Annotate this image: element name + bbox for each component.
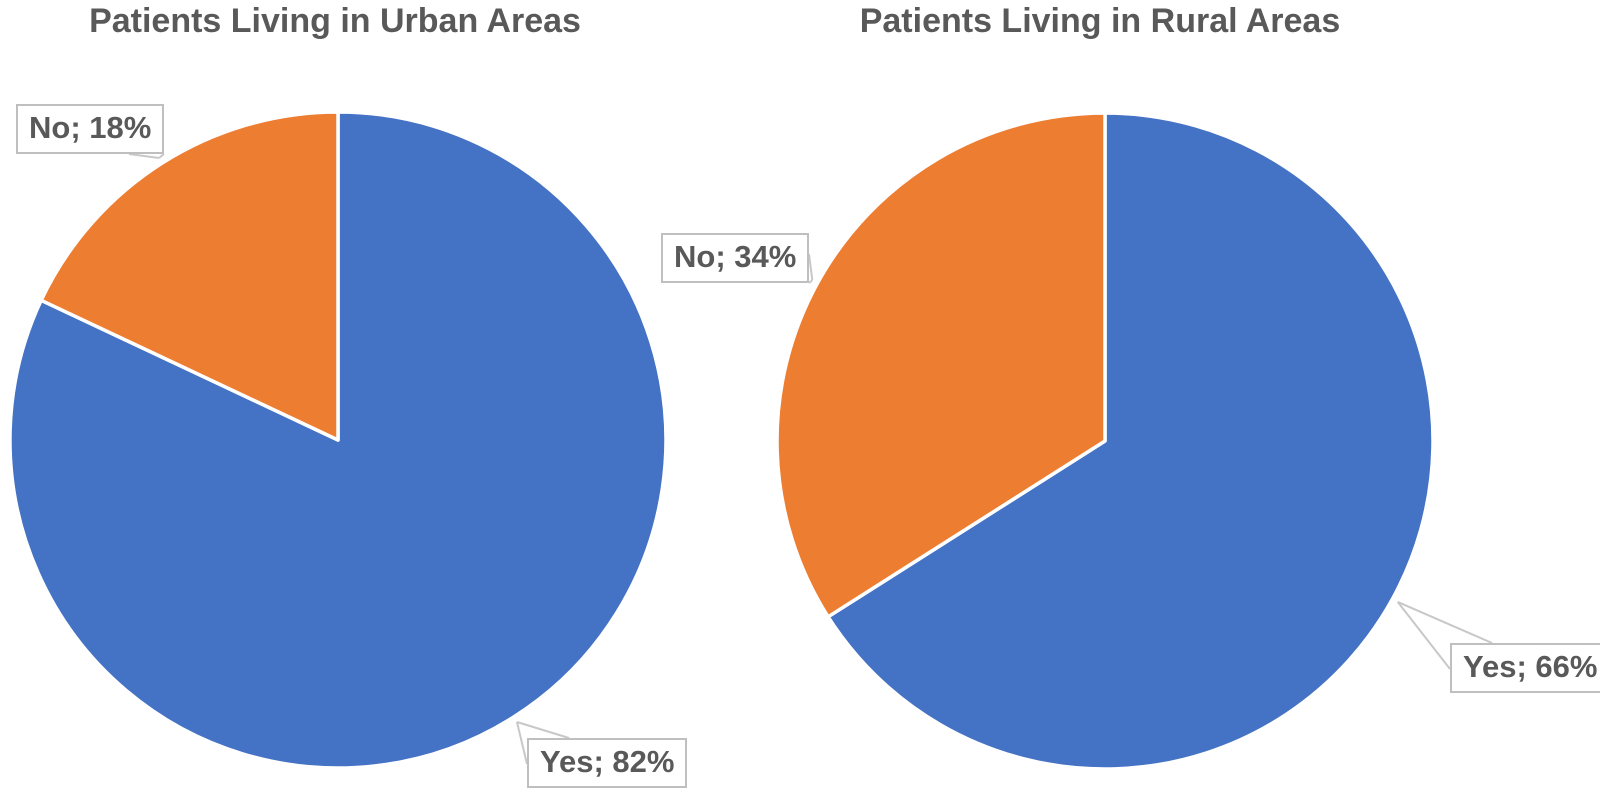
callout-leader-line (808, 279, 813, 284)
urban-no-data-label: No; 18% (16, 104, 165, 154)
rural-no-data-label: No; 34% (661, 233, 810, 283)
callout-leader-line (516, 721, 570, 739)
rural-chart-title: Patients Living in Rural Areas (859, 2, 1341, 40)
rural-pie-slice-no (775, 111, 1107, 619)
callout-leader-line (1396, 601, 1451, 670)
callout-leader-line (515, 721, 528, 765)
urban-chart-title: Patients Living in Urban Areas (89, 2, 581, 40)
callout-leader-line (808, 253, 814, 281)
urban-pie-slice-yes (8, 110, 668, 770)
rural-pie-slice-yes (826, 111, 1435, 771)
callout-leader-line (158, 153, 165, 159)
urban-pie-slice-no (39, 110, 340, 442)
urban-yes-data-label: Yes; 82% (527, 738, 688, 788)
callout-leader-line (128, 153, 160, 159)
callout-leader-line (1397, 600, 1493, 644)
rural-yes-data-label: Yes; 66% (1450, 643, 1600, 693)
